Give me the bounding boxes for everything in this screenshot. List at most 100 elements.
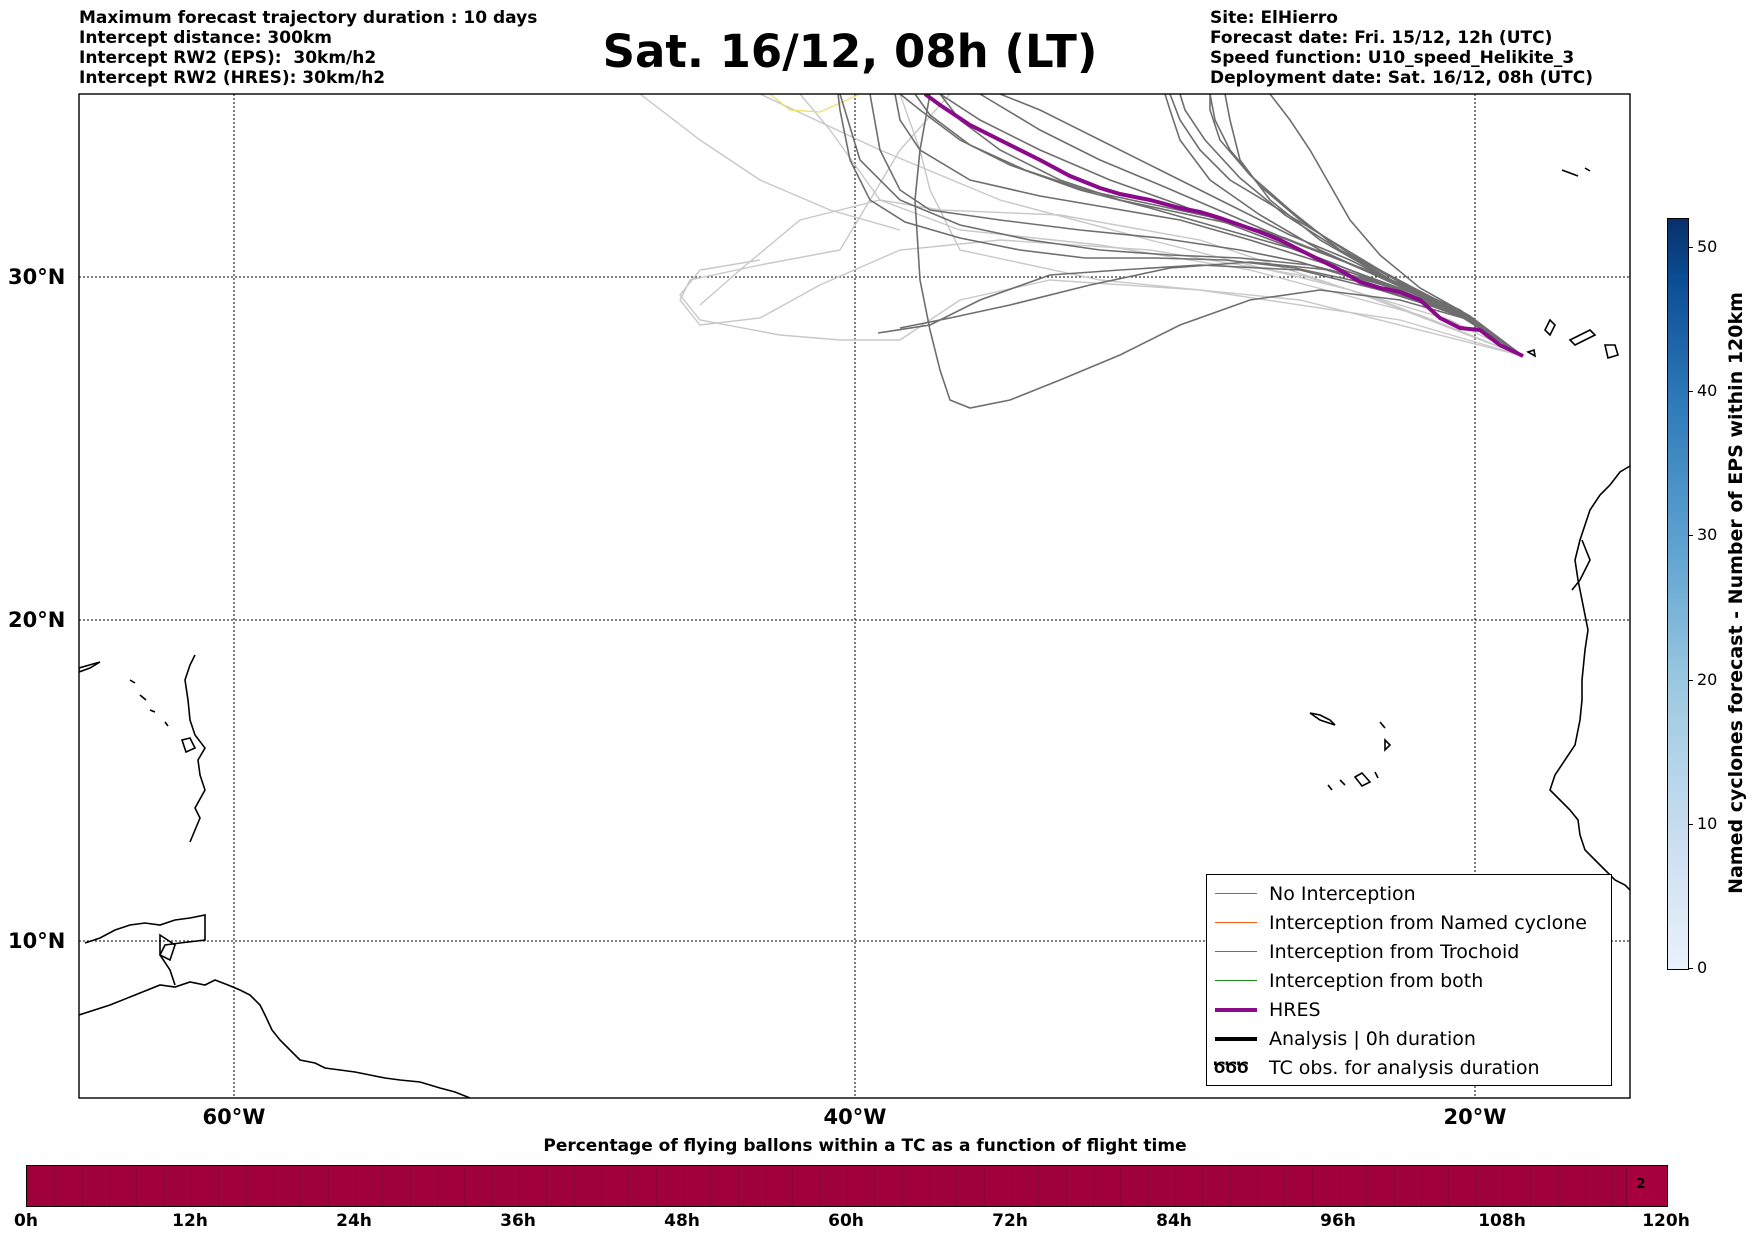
old-trajectory bbox=[639, 94, 901, 231]
timebar-tick-label: 60h bbox=[828, 1211, 864, 1231]
legend-item-trochoid: Interception from Trochoid bbox=[1207, 939, 1611, 965]
timebar-cell-divider bbox=[1011, 1166, 1012, 1206]
timebar-cell-divider bbox=[54, 1166, 56, 1206]
timebar-cell-divider bbox=[546, 1166, 548, 1206]
map-frame bbox=[78, 93, 1631, 1099]
greater-antilles-fragment bbox=[79, 661, 101, 673]
timebar-cell-divider bbox=[655, 1166, 657, 1206]
timebar-cell-divider bbox=[1339, 1166, 1340, 1206]
timebar-cell-divider bbox=[191, 1166, 192, 1206]
timebar-cell-divider bbox=[819, 1166, 821, 1206]
timebar-cell-divider bbox=[1284, 1166, 1286, 1206]
timebar-cell-divider bbox=[1175, 1166, 1176, 1206]
timebar-cell-divider bbox=[519, 1166, 520, 1206]
legend-item-tc-obs: ԾԾԾ TC obs. for analysis duration bbox=[1207, 1055, 1611, 1081]
timebar-last-value: 2 bbox=[1636, 1177, 1646, 1192]
colorbar-tick-mark bbox=[1688, 823, 1693, 825]
timebar-tick-label: 84h bbox=[1156, 1211, 1192, 1231]
legend-label: Interception from both bbox=[1269, 970, 1484, 992]
lon-label-20w: 20°W bbox=[1443, 1105, 1507, 1129]
tc-percentage-bar bbox=[26, 1165, 1668, 1207]
timebar-cell-divider bbox=[163, 1166, 165, 1206]
lon-label-60w: 60°W bbox=[202, 1105, 266, 1129]
timebar-cell-divider bbox=[1038, 1166, 1040, 1206]
forecast-parameters: Maximum forecast trajectory duration : 1… bbox=[79, 8, 537, 88]
colorbar-tick-mark bbox=[1688, 679, 1693, 681]
timebar-cell-divider bbox=[1393, 1166, 1395, 1206]
colorbar-label: Named cyclones forecast - Number of EPS … bbox=[1725, 292, 1747, 894]
no-interception-trajectory bbox=[899, 94, 1524, 357]
timebar-cell-divider bbox=[409, 1166, 411, 1206]
timebar-cell-divider bbox=[792, 1166, 794, 1206]
legend-label: Interception from Trochoid bbox=[1269, 941, 1520, 963]
lat-label-30n: 30°N bbox=[8, 265, 66, 289]
west-sahara-fragment bbox=[1571, 539, 1591, 591]
timebar-cell-divider bbox=[628, 1166, 630, 1206]
timebar-cell-divider bbox=[1311, 1166, 1313, 1206]
timebar-cell-divider bbox=[1557, 1166, 1559, 1206]
timebar-cell-divider bbox=[737, 1166, 739, 1206]
timebar-cell-divider bbox=[874, 1166, 876, 1206]
timebar-cell-divider bbox=[218, 1166, 220, 1206]
colorbar-tick-label: 0 bbox=[1697, 958, 1708, 977]
timebar-tick-label: 96h bbox=[1320, 1211, 1356, 1231]
timebar-cell-divider bbox=[1120, 1166, 1122, 1206]
legend-line bbox=[1215, 951, 1257, 952]
timebar-tick-label: 72h bbox=[992, 1211, 1028, 1231]
timebar-cell-divider bbox=[1229, 1166, 1231, 1206]
no-interception-trajectory bbox=[837, 94, 1524, 357]
coastlines bbox=[79, 167, 1630, 1098]
no-interception-trajectory bbox=[914, 94, 1524, 409]
colorbar-tick-label: 50 bbox=[1697, 236, 1718, 256]
legend-line bbox=[1215, 1008, 1257, 1012]
timebar-cell-divider bbox=[464, 1166, 466, 1206]
south-america-coast bbox=[79, 979, 471, 1098]
legend-item-no-interception: No Interception bbox=[1207, 881, 1611, 907]
max-duration-text: Maximum forecast trajectory duration : 1… bbox=[79, 8, 538, 28]
timebar-cell-divider bbox=[327, 1166, 329, 1206]
legend-label: Interception from Named cyclone bbox=[1269, 912, 1587, 934]
no-interception-trajectory bbox=[1269, 94, 1524, 357]
map-title: Sat. 16/12, 08h (LT) bbox=[602, 25, 1098, 78]
colorbar-tick-mark bbox=[1688, 246, 1693, 248]
legend-item-analysis: Analysis | 0h duration bbox=[1207, 1026, 1611, 1052]
timebar-cell-divider bbox=[847, 1166, 848, 1206]
intercept-distance-text: Intercept distance: 300km bbox=[79, 28, 332, 48]
lat-label-20n: 20°N bbox=[8, 608, 66, 632]
site-text: Site: ElHierro bbox=[1210, 8, 1338, 28]
timebar-cell-divider bbox=[1612, 1166, 1614, 1206]
lesser-antilles bbox=[184, 654, 206, 843]
timebar-cell-divider bbox=[1093, 1166, 1094, 1206]
legend-label: TC obs. for analysis duration bbox=[1269, 1057, 1540, 1079]
timebar-tick-label: 48h bbox=[664, 1211, 700, 1231]
old-trajectory bbox=[699, 199, 1524, 357]
legend-item-named-cyclone: Interception from Named cyclone bbox=[1207, 910, 1611, 936]
africa-coast bbox=[1549, 465, 1630, 891]
deployment-date-text: Deployment date: Sat. 16/12, 08h (UTC) bbox=[1210, 68, 1594, 88]
timebar-cell-divider bbox=[929, 1166, 930, 1206]
timebar-cell-divider bbox=[382, 1166, 384, 1206]
timebar-cell-divider bbox=[901, 1166, 903, 1206]
legend-label: HRES bbox=[1269, 999, 1321, 1021]
madeira bbox=[1561, 167, 1591, 177]
timebar-last-cell bbox=[1626, 1166, 1667, 1206]
legend-line bbox=[1215, 1037, 1257, 1041]
timebar-tick-label: 120h bbox=[1642, 1211, 1690, 1231]
intercept-hres-text: Intercept RW2 (HRES): 30km/h2 bbox=[79, 68, 386, 88]
intercept-eps-text: Intercept RW2 (EPS): 30km/h2 bbox=[79, 48, 377, 68]
tc-symbol-icon: ԾԾԾ bbox=[1213, 1058, 1249, 1077]
timebar-cell-divider bbox=[355, 1166, 356, 1206]
legend-item-both: Interception from both bbox=[1207, 968, 1611, 994]
old-trajectory bbox=[759, 94, 1524, 357]
legend-item-hres: HRES bbox=[1207, 997, 1611, 1023]
old-trajectory bbox=[679, 94, 1524, 357]
forecast-date-text: Forecast date: Fri. 15/12, 12h (UTC) bbox=[1210, 28, 1553, 48]
colorbar-tick-mark bbox=[1688, 968, 1693, 969]
timebar-cell-divider bbox=[1475, 1166, 1477, 1206]
no-interception-trajectory bbox=[1179, 94, 1524, 357]
timebar-cell-divider bbox=[1421, 1166, 1422, 1206]
colorbar-tick-label: 10 bbox=[1697, 813, 1718, 833]
timebar-cell-divider bbox=[956, 1166, 958, 1206]
guadeloupe bbox=[180, 737, 197, 754]
cyclone-colorbar bbox=[1667, 218, 1689, 970]
